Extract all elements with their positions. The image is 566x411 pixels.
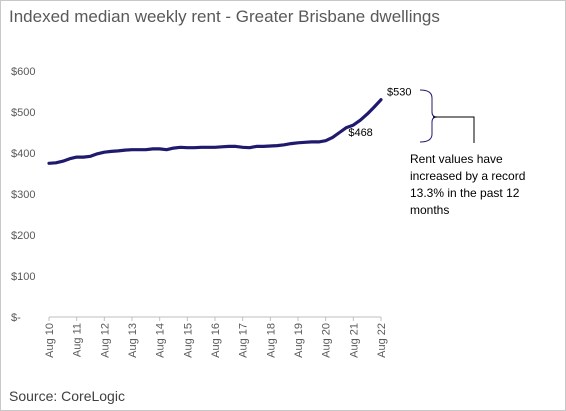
x-tick-label: Aug 15: [182, 323, 194, 358]
x-tick-label: Aug 10: [44, 323, 56, 358]
x-tick-label: Aug 18: [265, 323, 277, 358]
y-tick-label: $600: [11, 66, 35, 78]
annotation-text: Rent values have increased by a record 1…: [410, 152, 526, 217]
curly-bracket: [419, 89, 438, 143]
annotation-connector: [433, 116, 475, 143]
data-labels: $530 $468: [348, 87, 411, 139]
y-tick-label: $300: [11, 189, 35, 201]
y-tick-label: $400: [11, 148, 35, 160]
x-tick-label: Aug 14: [155, 323, 167, 358]
y-tick-label: $200: [11, 230, 35, 242]
x-tick-label: Aug 21: [348, 323, 360, 358]
x-tick-label: Aug 20: [321, 323, 333, 358]
source-note: Source: CoreLogic: [9, 388, 125, 404]
annotation-connector: [433, 116, 475, 143]
series-line-rent: [47, 98, 383, 165]
data-label-latest: $530: [387, 87, 411, 99]
x-tick-label: Aug 22: [376, 323, 388, 358]
x-axis: Aug 10 Aug 11 Aug 12 Aug 13 Aug 14 Aug 15 Aug …: [44, 316, 388, 358]
x-tick-label: Aug 17: [238, 323, 250, 358]
x-tick-label: Aug 16: [210, 323, 222, 358]
x-tick-label: Aug 12: [99, 323, 111, 358]
y-axis: $- $100 $200 $300 $400 $500 $600: [11, 66, 35, 324]
data-label-year-ago: $468: [348, 127, 372, 139]
y-tick-label: $-: [11, 312, 21, 324]
chart-title: Indexed median weekly rent - Greater Bri…: [9, 7, 440, 26]
y-tick-label: $500: [11, 107, 35, 119]
x-tick-label: Aug 11: [72, 323, 84, 357]
x-tick-label: Aug 13: [127, 323, 139, 358]
annotation-brackets: [419, 89, 475, 143]
x-tick-label: Aug 19: [293, 323, 305, 358]
y-tick-label: $100: [11, 271, 35, 283]
